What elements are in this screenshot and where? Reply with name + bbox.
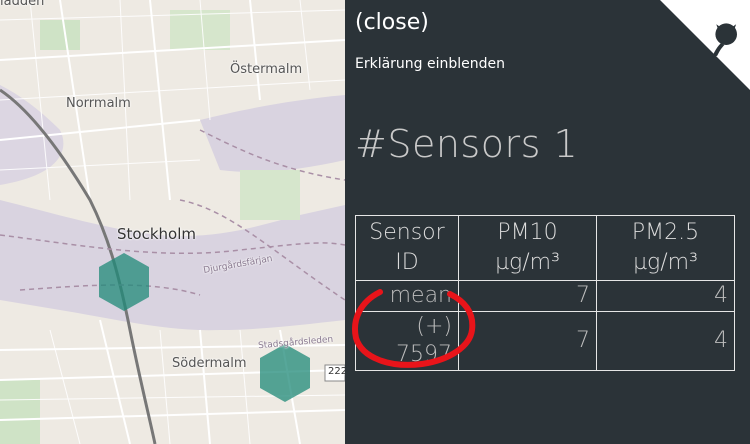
header-label: Sensor [369, 220, 445, 245]
water-north [0, 85, 64, 185]
github-octocat-icon [711, 23, 737, 58]
cell-pm10: 7 [458, 311, 597, 371]
header-unit: µg/m³ [633, 250, 698, 275]
header-pm10[interactable]: PM10 µg/m³ [458, 215, 597, 281]
header-sensor-id[interactable]: Sensor ID [355, 215, 459, 281]
map-label-route: 222 [328, 366, 345, 377]
table-row-sensor: (+) 7597 7 4 [355, 311, 735, 371]
map-label-ostermalm: Östermalm [230, 62, 303, 77]
close-link[interactable]: (close) [355, 10, 429, 35]
sensor-table: Sensor ID PM10 µg/m³ PM2.5 µg/m³ mean 7 … [355, 215, 735, 371]
cell-sensor-id-expand[interactable]: (+) 7597 [355, 311, 459, 371]
sidebar-panel: (close) Erklärung einblenden #Sensors 1 … [345, 0, 750, 444]
github-corner-link[interactable] [660, 0, 750, 90]
cell-pm10: 7 [458, 280, 597, 312]
cell-pm25: 4 [596, 280, 735, 312]
header-label: PM2.5 [631, 220, 700, 245]
header-unit: µg/m³ [495, 250, 560, 275]
cell-sensor-id: mean [355, 280, 459, 312]
sensor-hexagon[interactable] [260, 344, 310, 402]
map-label: ladden [0, 0, 45, 9]
show-explanation-link[interactable]: Erklärung einblenden [355, 56, 506, 72]
header-label: ID [395, 250, 419, 275]
sensor-hexagon[interactable] [99, 253, 149, 311]
header-label: PM10 [497, 220, 558, 245]
sensor-count-heading: #Sensors 1 [355, 122, 579, 166]
table-row-mean: mean 7 4 [355, 280, 735, 312]
water-area [0, 200, 345, 331]
map-label-sodermalm: Södermalm [172, 356, 247, 371]
water-bay [200, 95, 345, 172]
map-label-stockholm: Stockholm [117, 225, 196, 243]
header-pm25[interactable]: PM2.5 µg/m³ [596, 215, 735, 281]
cell-pm25: 4 [596, 311, 735, 371]
map-label-norrmalm: Norrmalm [66, 96, 131, 111]
map-background [0, 0, 345, 444]
table-header-row: Sensor ID PM10 µg/m³ PM2.5 µg/m³ [355, 215, 735, 281]
map-panel[interactable]: ladden Östermalm Norrmalm Stockholm Söde… [0, 0, 345, 444]
